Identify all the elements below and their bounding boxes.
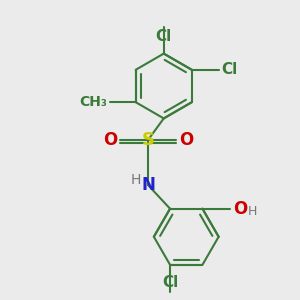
Text: O: O xyxy=(179,131,193,149)
Text: Cl: Cl xyxy=(162,275,178,290)
Text: H: H xyxy=(248,205,257,218)
Text: O: O xyxy=(103,131,117,149)
Text: CH₃: CH₃ xyxy=(80,95,108,109)
Text: O: O xyxy=(233,200,248,218)
Text: Cl: Cl xyxy=(156,28,172,44)
Text: S: S xyxy=(142,131,154,149)
Text: H: H xyxy=(131,173,141,187)
Text: N: N xyxy=(141,176,155,194)
Text: Cl: Cl xyxy=(221,62,237,77)
